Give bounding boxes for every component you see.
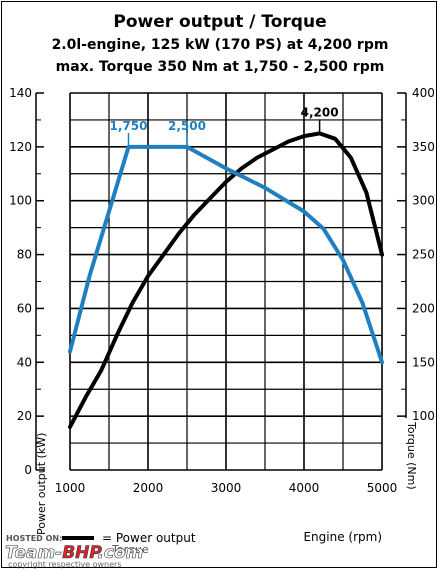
watermark-brand-suffix: BHP [62, 543, 102, 563]
y-right-tick-label: 100 [412, 409, 435, 423]
y-left-tick-label: 20 [17, 409, 32, 423]
y-right-axis-label: Torque (Nm) [405, 421, 418, 490]
y-left-tick-label: 80 [17, 248, 32, 262]
y-right-tick-label: 400 [412, 86, 435, 100]
y-left-tick-label: 40 [17, 355, 32, 369]
annotation-label: 1,750 [110, 119, 148, 133]
x-tick-label: 4000 [289, 481, 320, 495]
chart-title: Power output / Torque [113, 12, 327, 32]
watermark-hosted-on: HOSTED ON: [6, 534, 62, 543]
y-left-tick-label: 60 [17, 301, 32, 315]
x-tick-label: 2000 [133, 481, 164, 495]
series-line-power-output [68, 131, 384, 429]
y-left-tick-label: 140 [9, 86, 32, 100]
y-right-tick-label: 350 [412, 140, 435, 154]
series-line-torque [68, 144, 384, 365]
y-right-tick-label: 150 [412, 355, 435, 369]
x-tick-label: 5000 [367, 481, 398, 495]
chart-subtitle-line-2: max. Torque 350 Nm at 1,750 - 2,500 rpm [55, 59, 385, 75]
annotation-label: 2,500 [168, 119, 206, 133]
annotation-label: 4,200 [301, 105, 339, 119]
legend-torque-label: Torque [111, 543, 149, 556]
y-right-tick-label: 300 [412, 194, 435, 208]
x-tick-label: 1000 [55, 481, 86, 495]
y-left-tick-label: 0 [24, 463, 32, 477]
y-left-tick-label: 100 [9, 194, 32, 208]
legend-power-label: = Power output [102, 531, 196, 545]
watermark-copyright: copyright respective owners [8, 560, 122, 569]
x-tick-label: 3000 [211, 481, 242, 495]
watermark-brand: Team-BHP.com [5, 543, 143, 563]
chart-subtitle-line-1: 2.0l-engine, 125 kW (170 PS) at 4,200 rp… [51, 37, 389, 53]
y-left-axis-label: Power output (kW) [35, 433, 48, 535]
y-right-tick-label: 200 [412, 301, 435, 315]
watermark-brand-tld: .com [97, 543, 143, 563]
y-left-tick-label: 120 [9, 140, 32, 154]
x-axis-label: Engine (rpm) [303, 530, 382, 544]
y-right-tick-label: 250 [412, 248, 435, 262]
watermark-brand-prefix: Team- [5, 543, 62, 563]
